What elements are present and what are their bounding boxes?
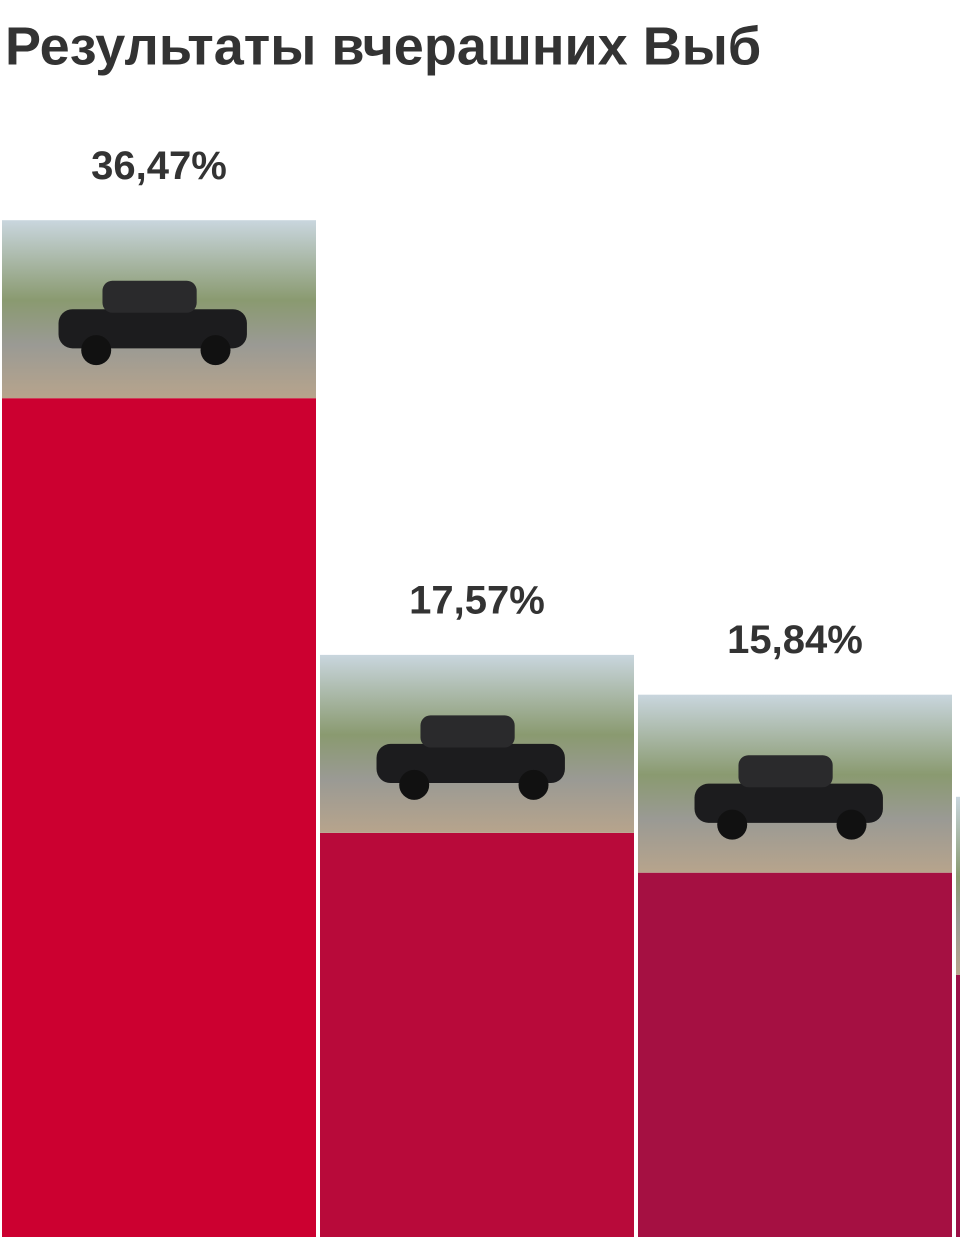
value-label: 36,47% <box>91 144 227 188</box>
car-wheel <box>399 769 430 800</box>
bar <box>956 974 960 1237</box>
value-label: 17,57% <box>409 578 545 622</box>
car-roof <box>738 755 833 788</box>
car-wheel <box>518 769 549 800</box>
car-wheel <box>717 809 748 840</box>
car-wheel <box>836 809 867 840</box>
car-wheel <box>81 335 112 366</box>
bar <box>638 872 952 1237</box>
bar <box>320 832 634 1237</box>
bar <box>2 398 316 1237</box>
car-wheel <box>200 335 231 366</box>
chart-title: Результаты вчерашних Выб <box>5 16 761 76</box>
car-roof <box>102 280 197 313</box>
value-label: 15,84% <box>727 618 863 662</box>
bar-photo <box>956 796 960 975</box>
car-roof <box>420 715 515 748</box>
